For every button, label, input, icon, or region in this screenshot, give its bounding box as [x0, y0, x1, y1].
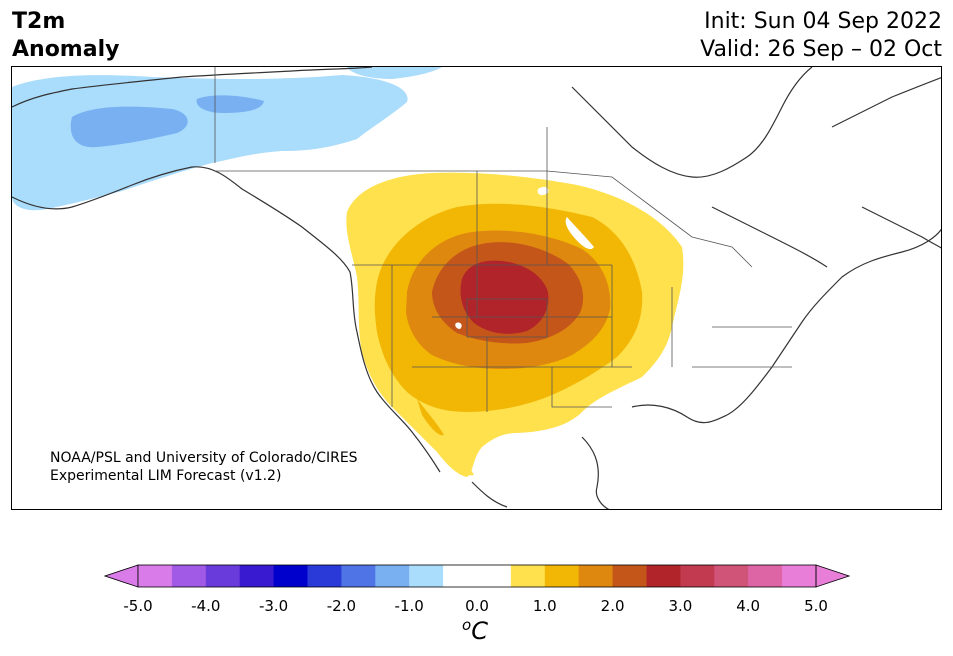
colorbar-frame: [137, 564, 817, 588]
colorbar-under-arrow: [104, 564, 139, 588]
great-salt-lake: [455, 322, 462, 329]
colorbar-segment: [578, 565, 614, 587]
init-date: Init: Sun 04 Sep 2022: [704, 9, 942, 34]
colorbar-tick-label: 0.0: [465, 597, 489, 615]
anomaly-label: Anomaly: [12, 37, 120, 62]
colorbar-segment: [510, 565, 546, 587]
colorbar-tick-label: -2.0: [326, 597, 357, 615]
colorbar-segment: [544, 565, 580, 587]
colorbar-segment: [443, 565, 478, 587]
map-panel[interactable]: NOAA/PSL and University of Colorado/CIRE…: [11, 66, 942, 510]
colorbar-tick-label: -1.0: [394, 597, 424, 615]
colorbar-segment: [646, 565, 681, 587]
colorbar-unit: oC: [462, 616, 488, 645]
colorbar-tick-label: -5.0: [123, 597, 153, 615]
unit-symbol: C: [471, 617, 488, 645]
colorbar-segment: [748, 565, 783, 587]
colorbar-segment: [612, 565, 647, 587]
coastlines: [12, 67, 941, 509]
forecast-dates: Init: Sun 04 Sep 2022 Valid: 26 Sep – 02…: [700, 8, 942, 64]
colorbar-tick-label: 5.0: [804, 597, 828, 615]
colorbar-segment: [138, 565, 173, 587]
cold-anomaly-arctic: [347, 67, 442, 79]
cold-anomaly-alaska: [12, 75, 408, 211]
credit-line-2: Experimental LIM Forecast (v1.2): [50, 468, 282, 484]
colorbar-segment: [341, 565, 376, 587]
cold-anomaly-yukon-core: [196, 95, 264, 113]
warm-anomaly-baja-core: [417, 399, 444, 436]
warm-anomaly-5: [460, 260, 549, 334]
map-title: T2m Anomaly: [12, 8, 119, 64]
colorbar: [104, 564, 850, 588]
lake-manitoba: [537, 186, 549, 196]
colorbar-segment: [477, 565, 512, 587]
colorbar-tick-label: -3.0: [258, 597, 289, 615]
warm-anomaly-baja: [412, 407, 474, 476]
credit-text: NOAA/PSL and University of Colorado/CIRE…: [50, 449, 358, 485]
colorbar-tick-label: 4.0: [736, 597, 761, 615]
colorbar-segment: [375, 565, 410, 587]
colorbar-segment: [409, 565, 444, 587]
lake-winnipeg: [565, 217, 594, 250]
colorbar-segment: [273, 565, 308, 587]
cold-anomaly-alaska-core: [70, 106, 188, 148]
colorbar-tick-label: 1.0: [532, 597, 557, 615]
colorbar-over-arrow: [815, 564, 850, 588]
colorbar-segment: [680, 565, 715, 587]
colorbar-tick-label: -4.0: [191, 597, 221, 615]
colorbar-segment: [171, 565, 207, 587]
political-borders: [214, 67, 792, 412]
colorbar-segment: [205, 565, 241, 587]
colorbar-segment: [239, 565, 275, 587]
colorbar-segment: [782, 565, 817, 587]
anomaly-map: [12, 67, 941, 509]
credit-line-1: NOAA/PSL and University of Colorado/CIRE…: [50, 450, 358, 466]
colorbar-segment: [307, 565, 342, 587]
unit-superscript: o: [462, 616, 472, 634]
valid-date: Valid: 26 Sep – 02 Oct: [700, 37, 942, 62]
colorbar-tick-label: 2.0: [600, 597, 625, 615]
colorbar-segment: [714, 565, 749, 587]
colorbar-tick-label: 3.0: [668, 597, 693, 615]
variable-label: T2m: [12, 9, 66, 34]
